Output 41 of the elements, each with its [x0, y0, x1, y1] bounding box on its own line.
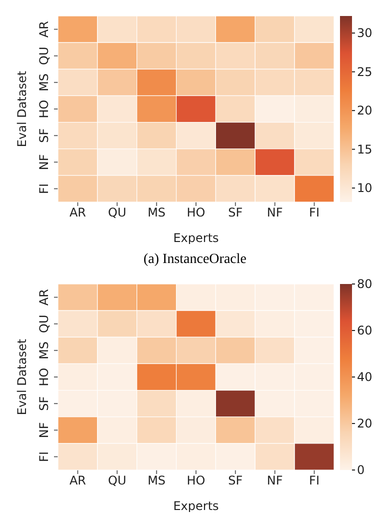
- color-bar-label: 30: [357, 26, 372, 40]
- text: (a) InstanceOracle: [142, 252, 248, 268]
- x-tick-label: FI: [309, 474, 320, 488]
- y-tick-label: QU: [37, 46, 51, 65]
- color-bar-label: 0: [357, 463, 365, 477]
- y-axis-title: Eval Dataset: [15, 338, 29, 416]
- y-tick-label: NF: [37, 422, 51, 438]
- color-bar-label: 60: [357, 324, 372, 338]
- y-tick-label: HO: [37, 368, 51, 386]
- y-tick-label: MS: [37, 341, 51, 360]
- x-tick-label: QU: [108, 474, 126, 488]
- x-tick-label: HO: [186, 474, 206, 488]
- y-tick-label: SF: [37, 396, 51, 411]
- x-tick-label: MS: [148, 206, 166, 220]
- x-tick-label: HO: [186, 206, 206, 220]
- color-bar-label: 20: [357, 104, 372, 118]
- y-tick-label: SF: [37, 128, 51, 143]
- y-tick-label: AR: [37, 21, 51, 38]
- x-tick-label: AR: [69, 474, 86, 488]
- x-tick-label: FI: [309, 206, 320, 220]
- color-bar-label: 15: [357, 142, 372, 156]
- y-tick-label: FI: [37, 451, 51, 462]
- y-tick-label: MS: [37, 73, 51, 92]
- x-tick-label: QU: [108, 206, 126, 220]
- x-tick-label: AR: [69, 206, 86, 220]
- color-bar-label: 25: [357, 64, 372, 79]
- y-tick-label: QU: [37, 314, 51, 333]
- y-tick-label: AR: [37, 289, 51, 306]
- x-tick-label: NF: [266, 474, 283, 488]
- x-tick-label: SF: [228, 206, 243, 220]
- y-tick-label: NF: [37, 154, 51, 170]
- y-axis-title: Eval Dataset: [15, 70, 29, 148]
- x-tick-label: MS: [148, 474, 166, 488]
- color-bar-label: 10: [357, 181, 372, 196]
- x-tick-label: NF: [266, 206, 283, 220]
- y-tick-label: HO: [37, 100, 51, 118]
- y-tick-label: FI: [37, 183, 51, 194]
- color-bar-label: 20: [357, 416, 372, 430]
- color-bar-label: 80: [357, 277, 372, 291]
- color-bar-label: 40: [357, 370, 372, 384]
- x-tick-label: SF: [228, 474, 243, 488]
